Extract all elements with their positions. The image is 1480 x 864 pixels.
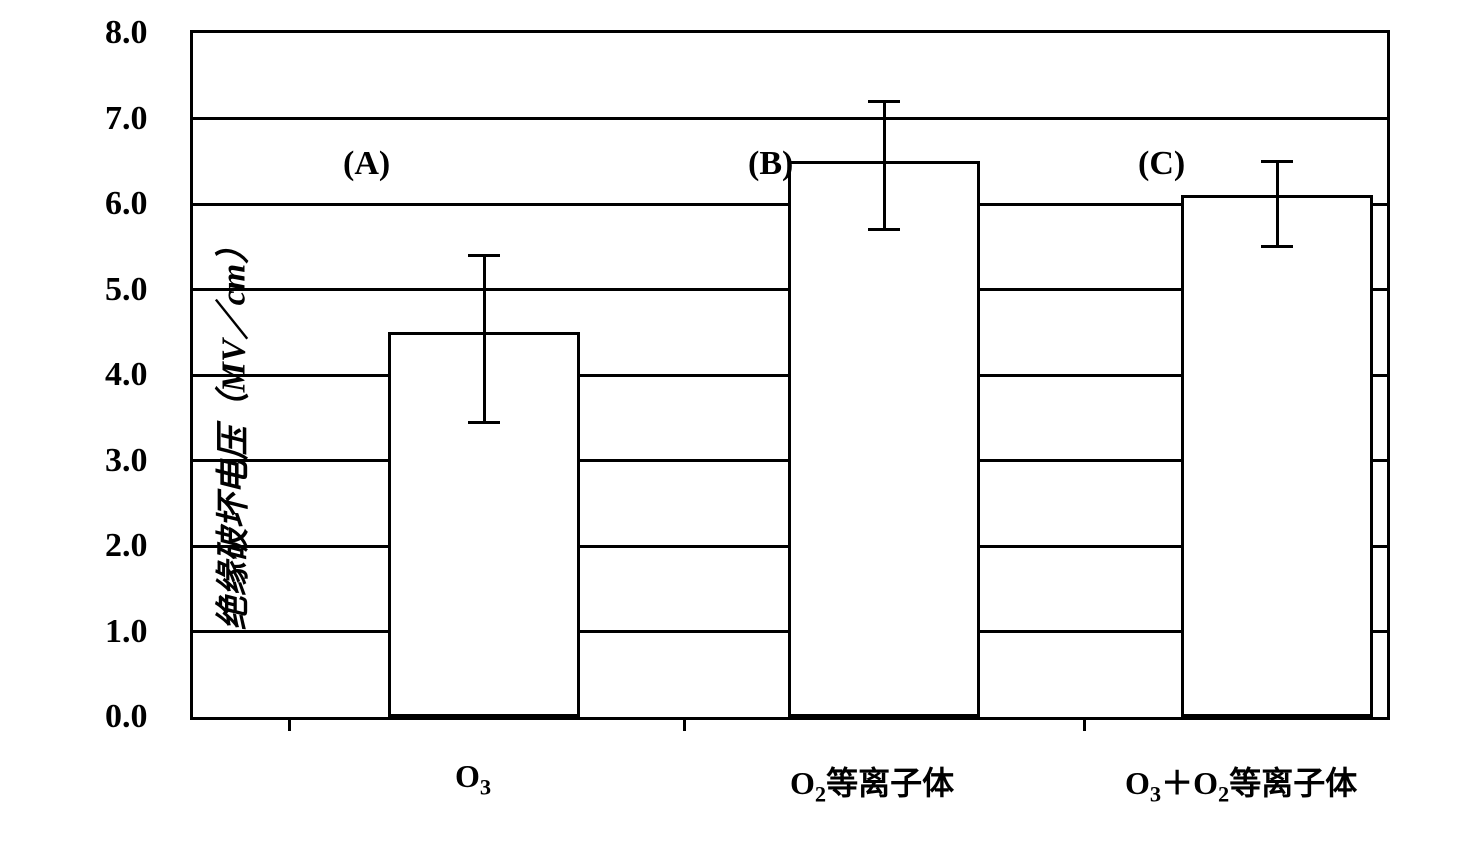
x-tick-mark (1083, 717, 1086, 731)
series-label-A: (A) (343, 145, 390, 183)
x-label-A: O3 (455, 758, 491, 795)
error-bar-B (883, 101, 886, 229)
error-cap-B-high (868, 100, 900, 103)
error-cap-C-low (1261, 245, 1293, 248)
breakdown-voltage-chart: 绝缘破坏电压（MV／cm） 0.01.02.03.04.05.06.07.08.… (40, 20, 1440, 840)
x-label-C: O3＋O2等离子体 (1125, 758, 1357, 804)
error-bar-A (483, 255, 486, 422)
plot-area: (A) (B) (C) (190, 30, 1390, 720)
error-cap-B-low (868, 228, 900, 231)
x-label-B: O2等离子体 (790, 758, 954, 804)
error-bar-C (1276, 161, 1279, 247)
series-label-C: (C) (1138, 145, 1185, 183)
series-label-B: (B) (748, 145, 793, 183)
x-tick-mark (683, 717, 686, 731)
error-cap-A-high (468, 254, 500, 257)
bar-C (1181, 195, 1373, 717)
error-cap-C-high (1261, 160, 1293, 163)
error-cap-A-low (468, 421, 500, 424)
grid-line (193, 117, 1387, 120)
bar-B (788, 161, 980, 717)
x-tick-mark (288, 717, 291, 731)
